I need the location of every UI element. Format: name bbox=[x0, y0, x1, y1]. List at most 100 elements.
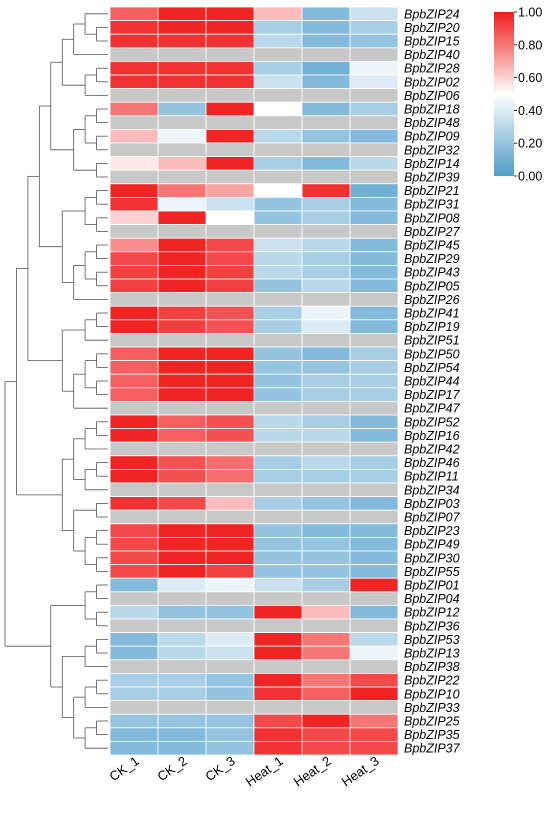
heatmap-cell bbox=[253, 414, 303, 430]
heatmap-cell bbox=[157, 33, 207, 49]
heatmap-cell bbox=[253, 686, 303, 702]
heatmap-cell bbox=[109, 6, 159, 22]
heatmap-cell bbox=[349, 455, 399, 470]
heatmap-cell bbox=[205, 659, 255, 674]
heatmap-cell bbox=[301, 292, 351, 307]
column-label: Heat_3 bbox=[339, 753, 382, 789]
heatmap-cell bbox=[109, 441, 159, 457]
row-label: BpbZIP42 bbox=[404, 443, 460, 457]
heatmap-cell bbox=[157, 183, 207, 198]
heatmap-cell bbox=[109, 319, 159, 334]
heatmap-cell bbox=[205, 33, 255, 49]
heatmap-cell bbox=[157, 346, 207, 362]
heatmap-cell bbox=[253, 632, 303, 647]
row-label: BpbZIP41 bbox=[404, 307, 460, 321]
heatmap-cell bbox=[157, 482, 207, 498]
row-label: BpbZIP17 bbox=[404, 388, 461, 402]
heatmap-cell bbox=[301, 550, 351, 566]
row-label: BpbZIP29 bbox=[404, 252, 460, 266]
colorbar-tick-label: 0.00 bbox=[518, 170, 542, 184]
heatmap-cell bbox=[301, 523, 351, 538]
heatmap-cell bbox=[349, 319, 399, 334]
heatmap-cell bbox=[253, 319, 303, 334]
heatmap-cell bbox=[157, 210, 207, 226]
heatmap-cell bbox=[157, 264, 207, 280]
heatmap-cell bbox=[349, 237, 399, 253]
heatmap-cell bbox=[301, 645, 351, 661]
heatmap-cell bbox=[253, 537, 303, 552]
heatmap-cell bbox=[253, 196, 303, 212]
row-label: BpbZIP15 bbox=[404, 35, 460, 49]
row-label: BpbZIP46 bbox=[404, 456, 460, 470]
heatmap-cell bbox=[157, 686, 207, 702]
heatmap-cell bbox=[349, 169, 399, 185]
heatmap-cell bbox=[301, 373, 351, 389]
heatmap-cell bbox=[157, 523, 207, 538]
heatmap-cell bbox=[349, 414, 399, 430]
row-label: BpbZIP55 bbox=[404, 565, 460, 579]
heatmap-cell bbox=[253, 591, 303, 606]
heatmap-cell bbox=[301, 196, 351, 212]
heatmap-cell bbox=[301, 441, 351, 457]
heatmap-cell bbox=[253, 183, 303, 198]
heatmap-cell bbox=[205, 673, 255, 688]
heatmap-cell bbox=[205, 251, 255, 266]
heatmap-cell bbox=[157, 142, 207, 158]
heatmap-cell bbox=[205, 373, 255, 389]
heatmap-cell bbox=[349, 673, 399, 688]
heatmap-cell bbox=[301, 251, 351, 266]
heatmap-cell bbox=[205, 577, 255, 593]
heatmap-cell bbox=[109, 659, 159, 674]
heatmap-cell bbox=[301, 632, 351, 647]
row-label: BpbZIP16 bbox=[404, 429, 460, 443]
row-label: BpbZIP24 bbox=[404, 7, 460, 21]
heatmap-cell bbox=[349, 509, 399, 525]
heatmap-cell bbox=[109, 428, 159, 443]
heatmap-cell bbox=[157, 564, 207, 579]
heatmap-cell bbox=[109, 183, 159, 198]
heatmap-cell bbox=[109, 292, 159, 307]
heatmap-cell bbox=[301, 74, 351, 90]
heatmap-cell bbox=[349, 482, 399, 498]
heatmap-cell bbox=[349, 537, 399, 552]
row-label: BpbZIP36 bbox=[404, 619, 460, 633]
row-label: BpbZIP51 bbox=[404, 334, 460, 348]
heatmap-cell bbox=[109, 632, 159, 647]
heatmap-cell bbox=[301, 496, 351, 511]
heatmap-cell bbox=[253, 509, 303, 525]
heatmap-cell bbox=[301, 455, 351, 470]
heatmap-cell bbox=[301, 346, 351, 362]
heatmap-cell bbox=[157, 387, 207, 402]
heatmap-cell bbox=[109, 741, 159, 756]
heatmap-cell bbox=[157, 509, 207, 525]
heatmap-cell bbox=[109, 605, 159, 620]
heatmap-cell bbox=[109, 509, 159, 525]
row-label: BpbZIP18 bbox=[404, 103, 460, 117]
heatmap-cell bbox=[109, 713, 159, 729]
heatmap-cell bbox=[253, 237, 303, 253]
heatmap-cell bbox=[301, 659, 351, 674]
heatmap-cell bbox=[205, 142, 255, 158]
heatmap-cell bbox=[157, 741, 207, 756]
row-label: BpbZIP47 bbox=[404, 402, 461, 416]
heatmap-cell bbox=[205, 645, 255, 661]
heatmap-cell bbox=[301, 332, 351, 348]
heatmap-cell bbox=[205, 523, 255, 538]
heatmap-cell bbox=[349, 278, 399, 294]
heatmap-cell bbox=[349, 496, 399, 511]
heatmap-cell bbox=[109, 373, 159, 389]
heatmap-cell bbox=[349, 441, 399, 457]
colorbar-tick-label: 0.60 bbox=[518, 71, 542, 85]
row-label: BpbZIP03 bbox=[404, 497, 460, 511]
row-label: BpbZIP52 bbox=[404, 415, 460, 429]
row-label: BpbZIP44 bbox=[404, 375, 460, 389]
heatmap-cell bbox=[349, 468, 399, 484]
heatmap-cell bbox=[157, 632, 207, 647]
heatmap-cell bbox=[205, 61, 255, 76]
heatmap-cell bbox=[157, 468, 207, 484]
heatmap-cell bbox=[205, 20, 255, 35]
heatmap-cell bbox=[349, 741, 399, 756]
heatmap-cell bbox=[157, 645, 207, 661]
heatmap-cell bbox=[157, 400, 207, 416]
column-label: Heat_2 bbox=[291, 753, 334, 789]
